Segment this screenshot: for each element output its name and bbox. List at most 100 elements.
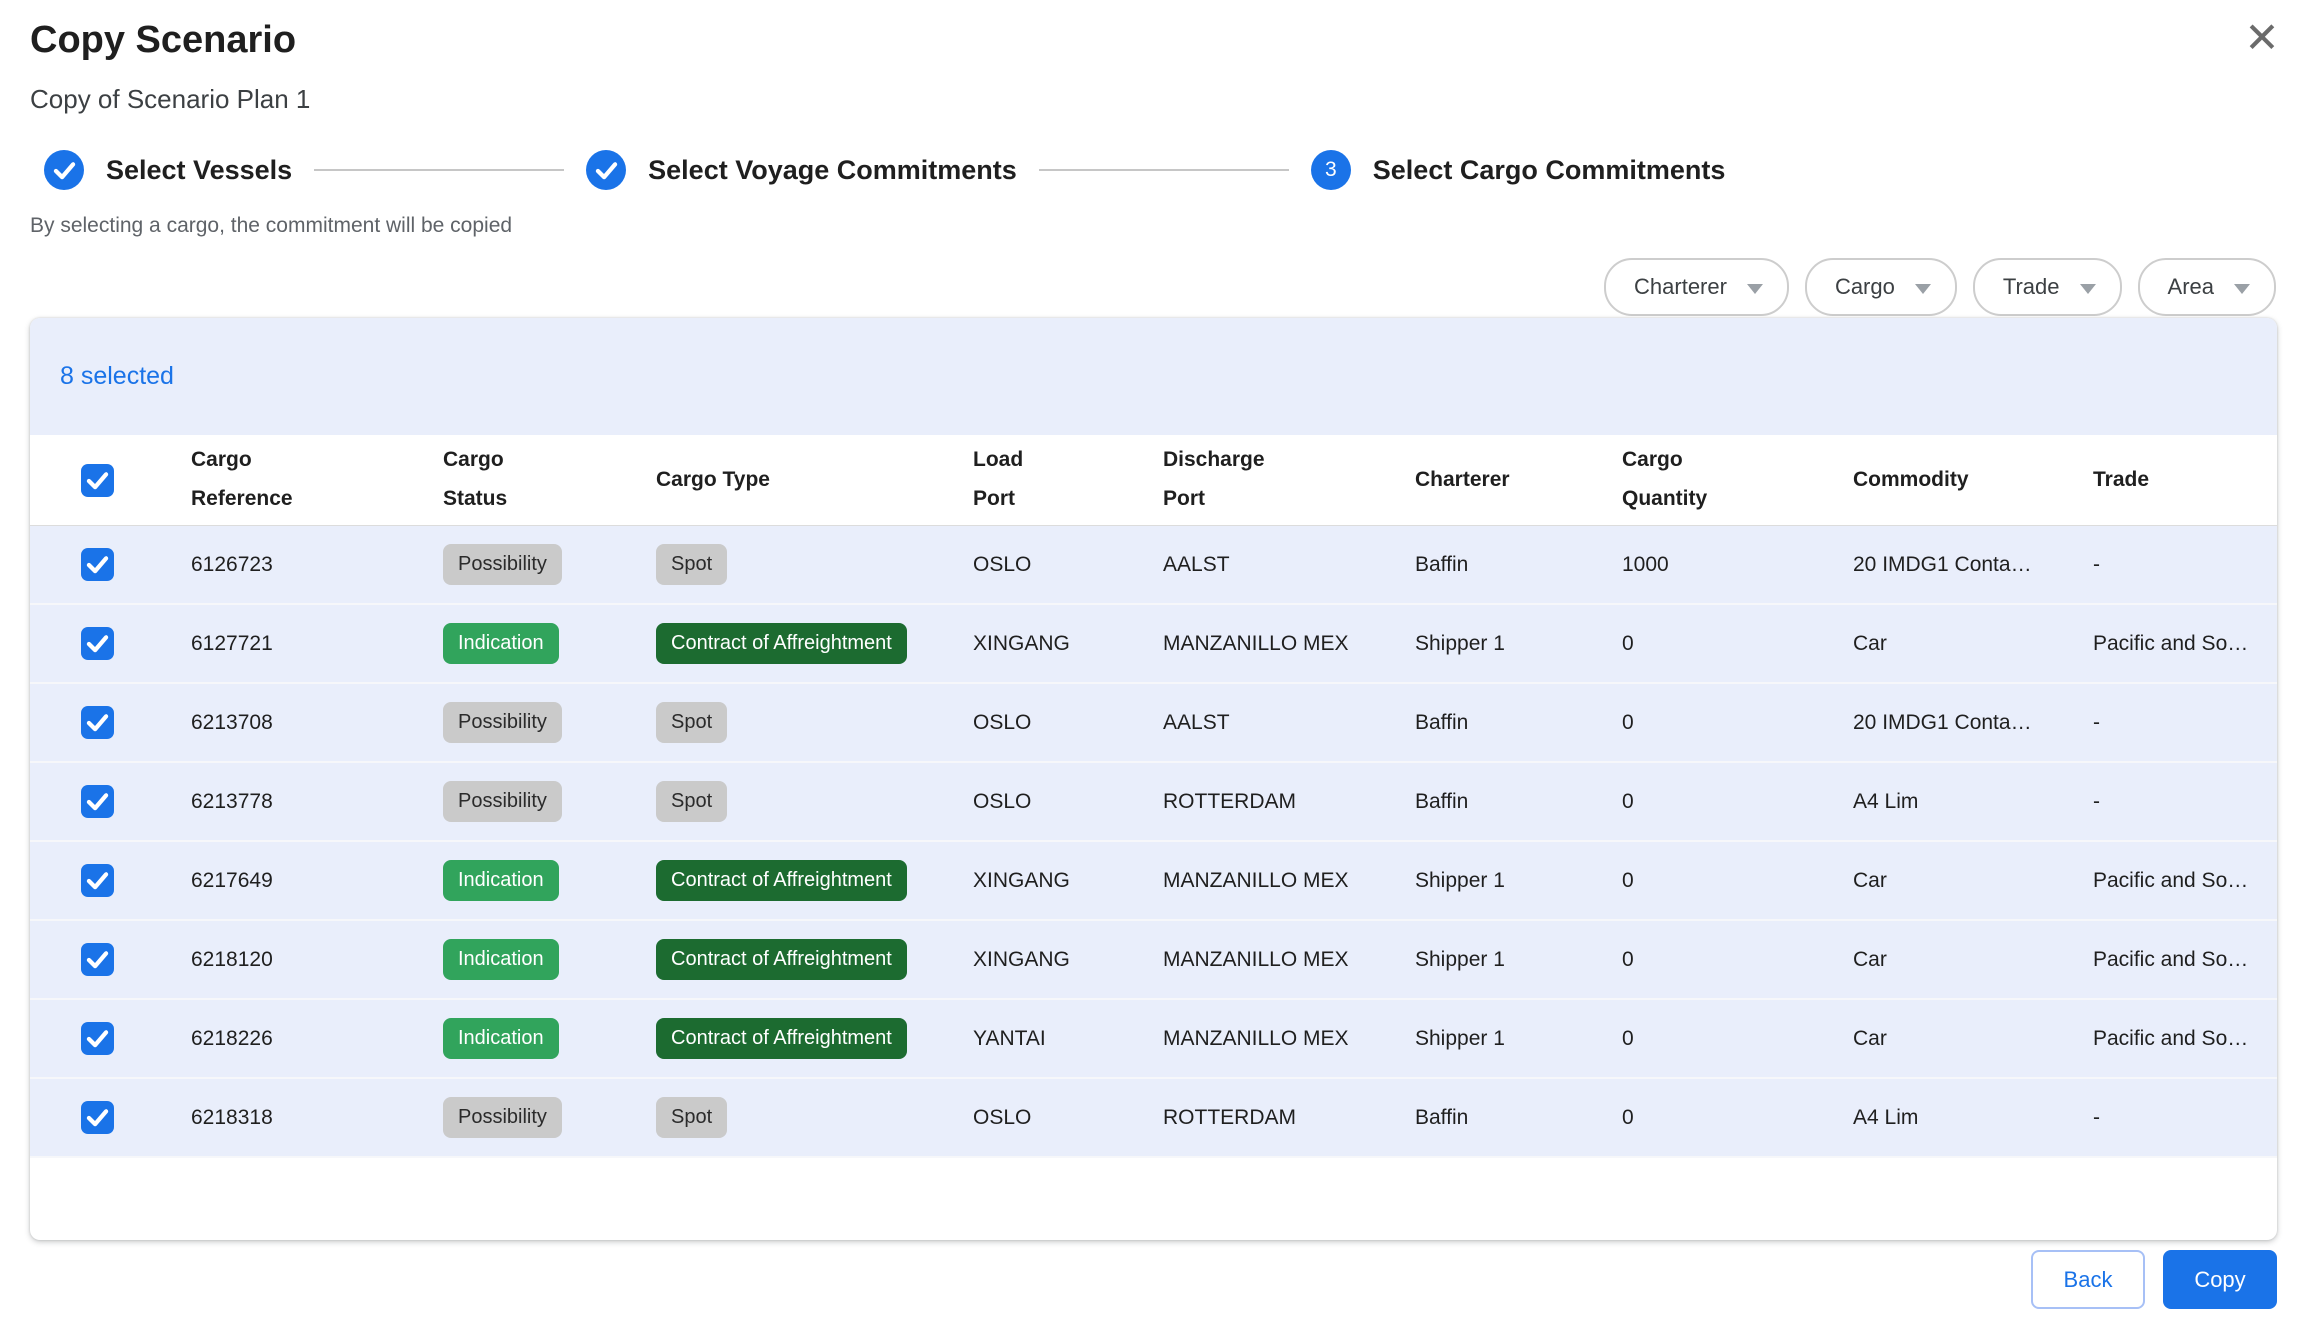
- filter-trade[interactable]: Trade: [1973, 258, 2122, 316]
- table-row[interactable]: 6126723PossibilitySpotOSLOAALSTBaffin100…: [30, 526, 2277, 605]
- row-checkbox[interactable]: [81, 785, 114, 818]
- status-badge: Indication: [443, 623, 559, 664]
- column-header: Cargo Quantity: [1622, 441, 1853, 519]
- row-checkbox[interactable]: [81, 864, 114, 897]
- status-badge: Possibility: [443, 544, 562, 585]
- row-checkbox[interactable]: [81, 943, 114, 976]
- table-row[interactable]: 6218226IndicationContract of Affreightme…: [30, 1000, 2277, 1079]
- table-row[interactable]: 6213778PossibilitySpotOSLOROTTERDAMBaffi…: [30, 763, 2277, 842]
- table-row[interactable]: 6218318PossibilitySpotOSLOROTTERDAMBaffi…: [30, 1079, 2277, 1158]
- table-row[interactable]: 6127721IndicationContract of Affreightme…: [30, 605, 2277, 684]
- cell-cargo-status: Indication: [443, 1018, 656, 1059]
- cell-load-port: XINGANG: [973, 869, 1163, 893]
- cell-trade: Pacific and So…: [2093, 948, 2276, 972]
- row-checkbox[interactable]: [81, 1022, 114, 1055]
- column-header: Cargo Type: [656, 461, 973, 500]
- dialog-title: Copy Scenario: [30, 18, 310, 64]
- cell-commodity: Car: [1853, 869, 2093, 893]
- filter-charterer[interactable]: Charterer: [1604, 258, 1789, 316]
- row-checkbox[interactable]: [81, 627, 114, 660]
- row-checkbox[interactable]: [81, 548, 114, 581]
- status-badge: Spot: [656, 781, 727, 822]
- cell-cargo-status: Indication: [443, 623, 656, 664]
- cell-cargo-status: Indication: [443, 939, 656, 980]
- cell-charterer: Baffin: [1415, 790, 1622, 814]
- cell-cargo-status: Possibility: [443, 1097, 656, 1138]
- status-badge: Spot: [656, 544, 727, 585]
- close-icon: ✕: [2244, 17, 2279, 59]
- cell-commodity: A4 Lim: [1853, 1106, 2093, 1130]
- close-button[interactable]: ✕: [2236, 12, 2288, 64]
- table-row[interactable]: 6217649IndicationContract of Affreightme…: [30, 842, 2277, 921]
- row-checkbox[interactable]: [81, 706, 114, 739]
- back-button[interactable]: Back: [2031, 1250, 2145, 1309]
- cell-commodity: Car: [1853, 948, 2093, 972]
- cell-charterer: Baffin: [1415, 553, 1622, 577]
- table-header: Cargo ReferenceCargo StatusCargo TypeLoa…: [30, 435, 2277, 526]
- cell-cargo-type: Contract of Affreightment: [656, 939, 973, 980]
- chevron-down-icon: [2080, 284, 2096, 294]
- cell-load-port: OSLO: [973, 790, 1163, 814]
- cargo-commitments-table-card: 8 selected Cargo ReferenceCargo StatusCa…: [30, 318, 2277, 1240]
- cell-discharge-port: ROTTERDAM: [1163, 790, 1415, 814]
- cell-cargo-quantity: 0: [1622, 948, 1853, 972]
- cell-charterer: Shipper 1: [1415, 1027, 1622, 1051]
- cell-cargo-reference: 6126723: [191, 553, 443, 577]
- filter-label: Charterer: [1634, 274, 1727, 300]
- filter-area[interactable]: Area: [2138, 258, 2276, 316]
- check-icon: [86, 792, 109, 811]
- column-header: Cargo Reference: [191, 441, 443, 519]
- cell-load-port: YANTAI: [973, 1027, 1163, 1051]
- cell-trade: -: [2093, 553, 2276, 577]
- cell-cargo-type: Contract of Affreightment: [656, 860, 973, 901]
- filter-label: Cargo: [1835, 274, 1895, 300]
- cell-cargo-quantity: 0: [1622, 790, 1853, 814]
- cell-trade: Pacific and So…: [2093, 632, 2276, 656]
- column-header: Load Port: [973, 441, 1163, 519]
- table-row[interactable]: 6213708PossibilitySpotOSLOAALSTBaffin020…: [30, 684, 2277, 763]
- row-select-cell: [30, 1022, 191, 1055]
- column-header: Cargo Status: [443, 441, 656, 519]
- cell-cargo-type: Spot: [656, 702, 973, 743]
- cell-cargo-reference: 6218120: [191, 948, 443, 972]
- table-body: 6126723PossibilitySpotOSLOAALSTBaffin100…: [30, 526, 2277, 1158]
- check-icon: [86, 950, 109, 969]
- cell-charterer: Shipper 1: [1415, 632, 1622, 656]
- status-badge: Contract of Affreightment: [656, 860, 907, 901]
- row-checkbox[interactable]: [81, 1101, 114, 1134]
- cell-commodity: 20 IMDG1 Conta…: [1853, 711, 2093, 735]
- copy-button[interactable]: Copy: [2163, 1250, 2277, 1309]
- status-badge: Possibility: [443, 781, 562, 822]
- check-icon: [86, 471, 109, 490]
- column-header: Discharge Port: [1163, 441, 1415, 519]
- select-all-checkbox[interactable]: [81, 464, 114, 497]
- cell-cargo-quantity: 0: [1622, 869, 1853, 893]
- check-icon: [86, 1029, 109, 1048]
- cell-load-port: OSLO: [973, 711, 1163, 735]
- filter-label: Trade: [2003, 274, 2060, 300]
- cell-cargo-status: Possibility: [443, 702, 656, 743]
- status-badge: Possibility: [443, 702, 562, 743]
- cell-charterer: Shipper 1: [1415, 869, 1622, 893]
- cell-commodity: A4 Lim: [1853, 790, 2093, 814]
- step-select-vessels[interactable]: Select Vessels: [44, 150, 292, 190]
- step-label: Select Vessels: [106, 155, 292, 186]
- row-select-cell: [30, 785, 191, 818]
- check-icon: [86, 871, 109, 890]
- cell-load-port: XINGANG: [973, 632, 1163, 656]
- cell-cargo-type: Contract of Affreightment: [656, 623, 973, 664]
- status-badge: Spot: [656, 702, 727, 743]
- step-connector: [314, 169, 564, 171]
- cell-cargo-type: Spot: [656, 544, 973, 585]
- cell-cargo-type: Spot: [656, 781, 973, 822]
- cell-charterer: Shipper 1: [1415, 948, 1622, 972]
- row-select-cell: [30, 706, 191, 739]
- step-select-cargo-commitments[interactable]: 3Select Cargo Commitments: [1311, 150, 1726, 190]
- filter-cargo[interactable]: Cargo: [1805, 258, 1957, 316]
- cell-cargo-reference: 6218318: [191, 1106, 443, 1130]
- step-select-voyage-commitments[interactable]: Select Voyage Commitments: [586, 150, 1017, 190]
- status-badge: Spot: [656, 1097, 727, 1138]
- status-badge: Indication: [443, 860, 559, 901]
- table-row[interactable]: 6218120IndicationContract of Affreightme…: [30, 921, 2277, 1000]
- cell-cargo-quantity: 0: [1622, 1027, 1853, 1051]
